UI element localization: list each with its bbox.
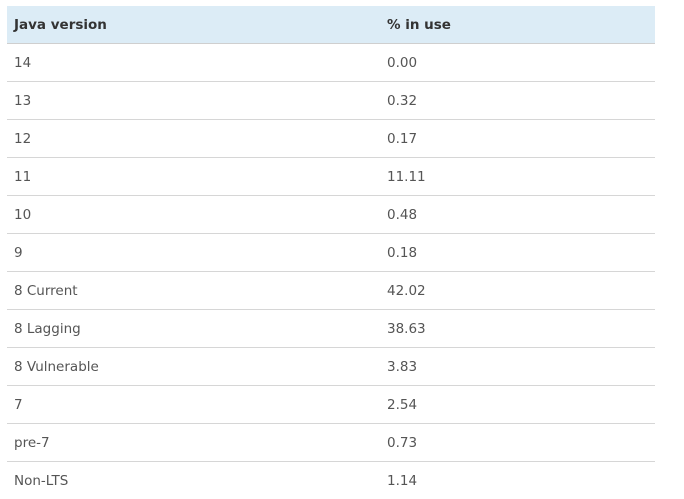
header-row: Java version % in use	[7, 6, 655, 44]
cell-percent-in-use: 0.73	[380, 423, 655, 462]
cell-java-version: 14	[7, 43, 380, 82]
table-body: 14 0.00 13 0.32 12 0.17 11 11.11 10 0.48…	[7, 43, 655, 499]
cell-java-version: 8 Vulnerable	[7, 347, 380, 386]
java-version-usage-table: Java version % in use 14 0.00 13 0.32 12…	[7, 6, 655, 499]
table-row: 14 0.00	[7, 43, 655, 82]
cell-java-version: pre-7	[7, 423, 380, 462]
cell-percent-in-use: 11.11	[380, 157, 655, 196]
table-row: Non-LTS 1.14	[7, 462, 655, 499]
cell-java-version: Non-LTS	[14, 472, 69, 489]
cell-java-version: 11	[7, 157, 380, 196]
cell-java-version: 8 Lagging	[7, 309, 380, 348]
table-row: 10 0.48	[7, 195, 655, 234]
cell-java-version: 10	[7, 195, 380, 234]
cell-java-version: 8 Current	[7, 271, 380, 310]
cell-percent-in-use: 2.54	[380, 385, 655, 424]
table-row: 13 0.32	[7, 81, 655, 120]
table-row: 12 0.17	[7, 119, 655, 158]
cell-percent-in-use: 1.14	[387, 472, 418, 489]
cell-percent-in-use: 0.32	[380, 81, 655, 120]
table-row: 8 Lagging 38.63	[7, 309, 655, 348]
cell-java-version: 9	[7, 233, 380, 272]
cell-percent-in-use: 0.18	[380, 233, 655, 272]
table-row: 7 2.54	[7, 385, 655, 424]
cell-java-version: 13	[7, 81, 380, 120]
column-header-percent-in-use: % in use	[380, 6, 655, 44]
cell-java-version: 7	[7, 385, 380, 424]
cell-percent-in-use: 38.63	[380, 309, 655, 348]
cell-java-version: 12	[7, 119, 380, 158]
table-row: pre-7 0.73	[7, 423, 655, 462]
cell-percent-in-use: 42.02	[380, 271, 655, 310]
table-row: 8 Vulnerable 3.83	[7, 347, 655, 386]
cell-percent-in-use: 0.00	[380, 43, 655, 82]
cell-percent-in-use: 0.17	[380, 119, 655, 158]
table-row: 11 11.11	[7, 157, 655, 196]
cell-percent-in-use: 3.83	[380, 347, 655, 386]
table-row: 8 Current 42.02	[7, 271, 655, 310]
table-row: 9 0.18	[7, 233, 655, 272]
cell-percent-in-use: 0.48	[380, 195, 655, 234]
column-header-java-version: Java version	[7, 6, 380, 44]
table-header: Java version % in use	[7, 6, 655, 44]
